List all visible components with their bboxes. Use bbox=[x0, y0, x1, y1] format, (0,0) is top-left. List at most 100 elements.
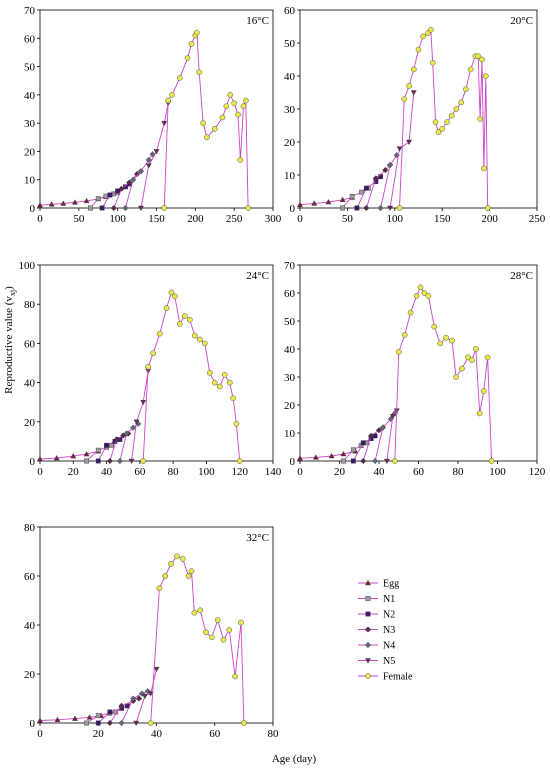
legend-entry: N3 bbox=[358, 625, 395, 636]
x-tick-label: 140 bbox=[265, 466, 282, 478]
x-tick-label: 100 bbox=[109, 213, 126, 225]
data-point bbox=[453, 106, 460, 112]
series-line bbox=[140, 103, 169, 209]
legend-marker bbox=[365, 596, 371, 601]
y-tick-label: 40 bbox=[24, 378, 36, 390]
data-point bbox=[395, 348, 402, 355]
y-tick-label: 20 bbox=[284, 137, 296, 149]
legend-marker bbox=[364, 641, 372, 649]
series-line bbox=[86, 711, 116, 724]
x-tick-label: 20 bbox=[68, 466, 80, 478]
legend-label: Egg bbox=[383, 579, 399, 590]
data-point bbox=[179, 556, 186, 562]
data-point bbox=[439, 125, 446, 132]
y-axis-title: Reproductive value (vxj) bbox=[3, 286, 17, 394]
data-point bbox=[211, 379, 218, 386]
series-female bbox=[140, 289, 243, 464]
x-tick-label: 150 bbox=[434, 213, 451, 225]
data-point bbox=[140, 458, 147, 464]
y-tick-label: 50 bbox=[24, 62, 36, 74]
data-point bbox=[415, 46, 422, 53]
data-point bbox=[377, 204, 384, 212]
y-tick-label: 40 bbox=[284, 344, 296, 356]
data-point bbox=[138, 205, 144, 212]
data-point bbox=[407, 309, 414, 316]
data-point bbox=[216, 383, 223, 390]
data-point bbox=[363, 185, 369, 191]
panel-temperature-label: 24°C bbox=[246, 270, 269, 282]
series-n2 bbox=[354, 174, 383, 211]
data-point bbox=[425, 292, 432, 299]
y-tick-label: 70 bbox=[24, 5, 36, 17]
y-tick-label: 60 bbox=[284, 288, 296, 300]
data-point bbox=[135, 695, 143, 702]
y-tick-label: 60 bbox=[24, 33, 36, 45]
data-point bbox=[482, 73, 489, 79]
data-point bbox=[431, 323, 438, 330]
data-point bbox=[328, 452, 335, 459]
data-point bbox=[211, 125, 218, 132]
data-point bbox=[386, 162, 394, 169]
data-point bbox=[145, 364, 152, 370]
data-point bbox=[214, 617, 221, 623]
x-tick-label: 100 bbox=[489, 466, 506, 478]
data-point bbox=[162, 573, 169, 579]
data-point bbox=[168, 560, 174, 567]
data-point bbox=[84, 458, 90, 464]
data-point bbox=[186, 317, 193, 323]
data-point bbox=[406, 139, 412, 146]
data-point bbox=[147, 720, 154, 726]
data-point bbox=[163, 305, 170, 311]
data-point bbox=[410, 90, 417, 96]
data-point bbox=[391, 458, 398, 464]
data-point bbox=[444, 119, 450, 126]
data-point bbox=[389, 414, 396, 420]
data-point bbox=[95, 196, 101, 202]
data-point bbox=[350, 458, 356, 464]
data-point bbox=[95, 720, 101, 726]
data-point bbox=[476, 410, 483, 417]
x-tick-label: 200 bbox=[481, 213, 498, 225]
data-point bbox=[375, 427, 383, 434]
y-tick-label: 60 bbox=[24, 338, 36, 350]
data-point bbox=[340, 450, 347, 457]
data-point bbox=[184, 55, 191, 61]
legend-label: N3 bbox=[383, 625, 395, 636]
x-axis-title: Age (day) bbox=[272, 753, 317, 765]
y-tick-label: 30 bbox=[284, 372, 296, 384]
y-tick-label: 10 bbox=[24, 175, 36, 187]
data-point bbox=[150, 350, 157, 357]
series-female bbox=[161, 29, 251, 211]
legend-marker bbox=[365, 658, 371, 664]
data-point bbox=[147, 691, 154, 697]
data-point bbox=[153, 149, 160, 155]
data-point bbox=[194, 29, 200, 36]
legend: Egg N1 N2 N3 N4 N5 Female bbox=[358, 579, 413, 683]
series-line bbox=[97, 705, 128, 724]
y-tick-label: 0 bbox=[290, 203, 296, 215]
chart-panel: 0 50 100 150 200 250 0 10 20 30 40 50 60 20°C bbox=[284, 5, 546, 225]
data-point bbox=[70, 453, 77, 459]
legend-label: Female bbox=[383, 672, 413, 683]
plot-frame bbox=[299, 9, 538, 209]
data-point bbox=[118, 702, 125, 709]
data-point bbox=[413, 292, 420, 299]
x-tick-label: 0 bbox=[297, 466, 303, 478]
x-tick-label: 100 bbox=[387, 213, 404, 225]
x-tick-label: 120 bbox=[231, 466, 248, 478]
x-tick-label: 0 bbox=[297, 213, 303, 225]
x-tick-label: 300 bbox=[265, 213, 282, 225]
data-point bbox=[140, 400, 147, 406]
data-point bbox=[156, 330, 163, 337]
data-point bbox=[465, 354, 471, 361]
y-tick-label: 20 bbox=[284, 400, 296, 412]
data-point bbox=[116, 457, 123, 465]
data-point bbox=[421, 290, 428, 296]
series-n4 bbox=[377, 152, 400, 212]
data-point bbox=[459, 365, 465, 372]
data-point bbox=[126, 179, 133, 186]
data-point bbox=[181, 313, 188, 319]
x-tick-label: 40 bbox=[151, 728, 163, 740]
data-point bbox=[141, 693, 148, 700]
data-point bbox=[383, 458, 390, 465]
